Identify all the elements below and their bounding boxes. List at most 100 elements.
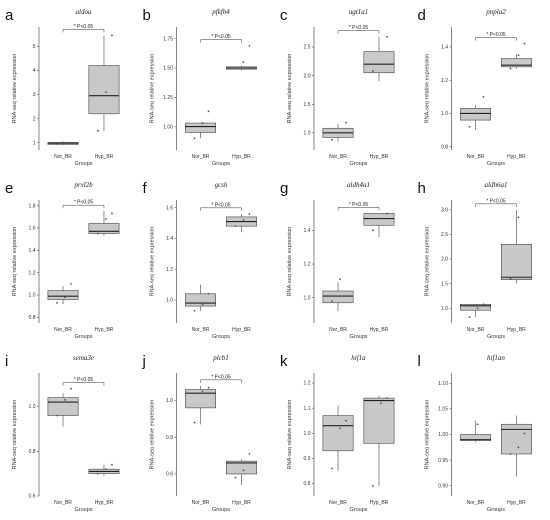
box-body [363,213,395,226]
x-tick-label: Hyp_BR [95,500,114,506]
x-tick-label: Hyp_BR [370,327,389,333]
box-Hyp_BR [363,35,395,82]
box-body [363,397,395,444]
data-point [207,292,210,295]
data-point [331,300,333,302]
x-tick-label: Nor_BR [329,154,347,160]
data-point [64,142,66,145]
x-axis-title: Groups [349,334,367,340]
box-body [185,122,216,133]
x-axis-title: Groups [487,161,505,167]
y-tick-label: 1.0 [304,131,311,137]
data-point [111,463,113,466]
box-Hyp_BR [88,211,120,236]
x-tick-label: Nor_BR [329,327,347,333]
box-Hyp_BR [363,212,395,238]
data-point [523,42,526,45]
x-axis-title: Groups [487,334,505,340]
y-axis-title: RNA-seq relative expression [150,227,156,297]
significance-label: * P<0.05 [349,202,369,208]
data-point [509,453,512,455]
data-point [70,141,72,144]
box-body [363,51,395,74]
panel-letter: d [418,7,426,24]
x-axis-title: Groups [349,161,367,167]
box-Nor_BR [47,387,79,427]
x-axis-title: Groups [74,334,92,340]
bracket-line [200,207,242,211]
significance-label: * P<0.05 [211,34,231,40]
box-Hyp_BR [501,209,532,284]
y-tick-label: 1.75 [163,36,173,42]
data-point [70,282,72,285]
data-point [242,219,245,221]
y-tick-label: 1 [33,140,36,146]
y-tick-label: 1.2 [304,262,311,268]
panel-c: c ugt1a1 1.0 1.5 2.0 2.5 RNA-seq relative expr… [280,7,395,167]
data-point [476,423,479,426]
significance-bracket: * P<0.05 [62,24,105,33]
data-point [517,54,520,57]
gene-title: sema3e [73,354,94,362]
y-tick-label: 1.4 [441,45,448,51]
y-tick-label: 0.90 [438,483,448,489]
y-axis-title: RNA-seq relative expression [12,54,18,124]
significance-bracket: * P<0.05 [62,377,105,386]
x-tick-label: Hyp_BR [507,154,526,160]
box-Nor_BR [322,405,354,471]
significance-bracket: * P<0.05 [475,32,517,41]
data-point [372,70,374,72]
y-tick-label: 1.8 [29,203,36,209]
significance-label: * P<0.05 [486,32,506,38]
y-tick-label: 1.50 [163,66,173,72]
box-body [460,108,491,121]
data-point [476,112,479,115]
x-tick-label: Hyp_BR [95,327,114,333]
box-body [501,243,532,281]
box-Hyp_BR [501,42,532,70]
gene-title: aldoa [76,8,92,16]
significance-bracket: * P<0.05 [200,34,242,43]
data-point [248,212,251,215]
y-tick-label: 1.10 [438,381,448,387]
y-tick-label: 2.0 [441,257,448,263]
box-Hyp_BR [88,463,120,476]
y-tick-label: 1.25 [163,95,173,101]
panel-letter: b [143,7,151,24]
box-body [88,223,120,234]
y-axis-title: RNA-seq relative expression [425,227,431,297]
gene-title: gcsh [215,181,228,189]
box-Nor_BR [460,95,491,131]
data-point [372,485,374,487]
data-point [248,44,251,47]
box-Hyp_BR [226,212,257,233]
box-body [501,423,532,455]
y-tick-label: 1.6 [29,226,36,232]
x-tick-label: Hyp_BR [507,327,526,333]
y-axis-title: RNA-seq relative expression [287,400,293,470]
gene-title: aldh6a1 [485,181,508,189]
y-tick-label: 1.2 [304,381,311,387]
panel-letter: c [280,7,288,24]
data-point [201,390,204,393]
y-tick-label: 1.4 [166,236,173,242]
x-tick-label: Hyp_BR [370,154,389,160]
data-point [105,218,107,220]
y-axis-title: RNA-seq relative expression [425,400,431,470]
significance-bracket: * P<0.05 [62,200,105,209]
data-point [105,91,107,94]
x-tick-label: Hyp_BR [370,500,389,506]
y-tick-label: 4 [33,68,36,74]
x-axis-title: Groups [74,507,92,513]
significance-label: * P<0.05 [74,377,94,383]
data-point [476,307,479,310]
data-point [64,296,66,299]
data-point [468,438,471,441]
y-tick-label: 1.00 [163,124,173,130]
bracket-line [200,379,242,383]
gene-title: plcb1 [212,354,229,362]
data-point [207,110,210,113]
data-point [517,446,520,449]
y-axis-title: RNA-seq relative expression [425,54,431,124]
y-tick-label: 3 [33,92,36,98]
